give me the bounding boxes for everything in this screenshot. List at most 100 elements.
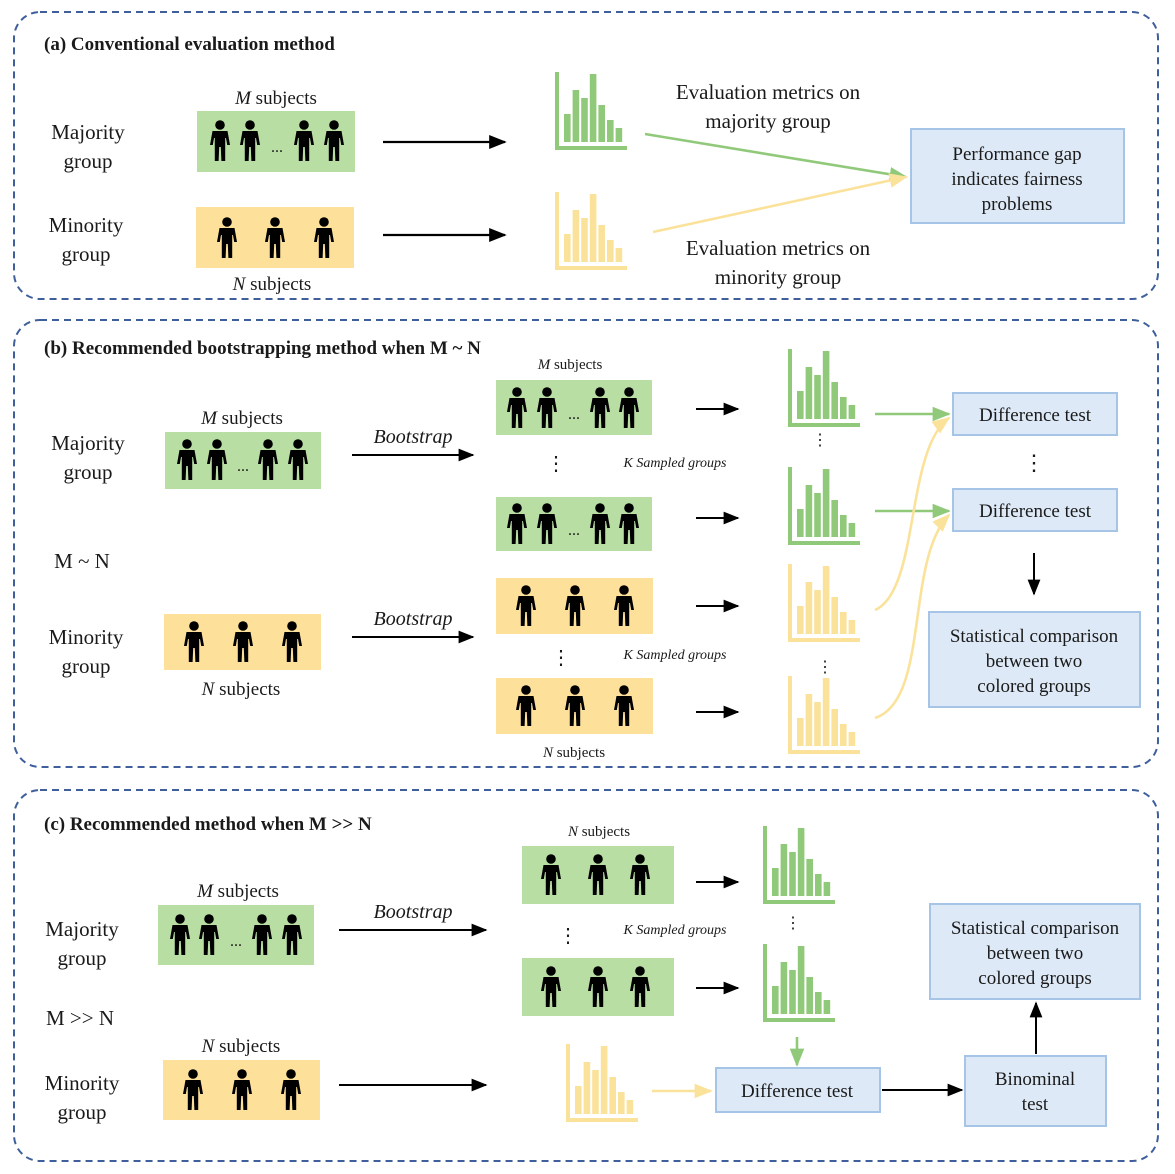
sample-metrics-chart-icon bbox=[788, 467, 860, 545]
person-icon bbox=[588, 854, 608, 895]
person-icon bbox=[507, 387, 527, 428]
person-icon bbox=[170, 914, 190, 955]
sample-metrics-chart-icon bbox=[788, 349, 860, 427]
panel-a-border bbox=[13, 11, 1159, 300]
difference-test-label: Difference test bbox=[979, 501, 1092, 522]
chart-bar bbox=[615, 248, 623, 262]
result-line2: indicates fairness bbox=[951, 169, 1082, 190]
panel-c-border bbox=[13, 789, 1159, 1162]
person-icon bbox=[233, 621, 253, 662]
bootstrap-label-minority: Bootstrap bbox=[374, 608, 453, 630]
person-icon bbox=[630, 966, 650, 1007]
person-icon bbox=[282, 914, 302, 955]
chart-bar bbox=[583, 1062, 591, 1114]
vertical-ellipsis: ⋮ bbox=[558, 925, 578, 947]
sampled-majority-subjects-2 bbox=[507, 503, 639, 544]
minority-metrics-line1: Evaluation metrics on bbox=[686, 236, 871, 260]
minority-subjects bbox=[217, 217, 334, 258]
result-line2: between two bbox=[986, 651, 1083, 672]
sample-metrics-chart-icon bbox=[763, 944, 835, 1022]
sampled-majority-subjects-1 bbox=[541, 854, 650, 895]
chart-axis bbox=[788, 564, 860, 642]
chart-bar bbox=[581, 98, 588, 142]
vertical-ellipsis: ⋮ bbox=[551, 647, 571, 669]
m-subjects-label: M subjects bbox=[196, 881, 279, 902]
chart-bar bbox=[814, 375, 821, 419]
chart-bar bbox=[589, 194, 597, 262]
person-icon bbox=[199, 914, 219, 955]
n-subjects-label: N subjects bbox=[201, 1036, 281, 1057]
chart-bar bbox=[789, 852, 796, 896]
person-icon bbox=[590, 503, 610, 544]
person-icon bbox=[516, 585, 536, 626]
chart-bar bbox=[831, 382, 838, 419]
chart-bar bbox=[564, 234, 571, 262]
chart-bar bbox=[581, 218, 588, 262]
majority-label-line2: group bbox=[58, 946, 107, 970]
chart-bar bbox=[607, 240, 614, 262]
result-line1: Statistical comparison bbox=[951, 918, 1120, 939]
chart-bar bbox=[805, 582, 813, 634]
chart-axis bbox=[763, 826, 835, 904]
binominal-test-box bbox=[964, 1055, 1107, 1127]
sample-metrics-chart-icon bbox=[763, 826, 835, 904]
person-icon bbox=[588, 966, 608, 1007]
chart-bar bbox=[823, 882, 831, 896]
panel-a-majority-label: Majority group bbox=[51, 120, 125, 173]
sampled-majority-subjects-2 bbox=[541, 966, 650, 1007]
vertical-ellipsis: ⋮ bbox=[546, 453, 566, 475]
chart-axis bbox=[788, 349, 860, 427]
panel-c-title: (c) Recommended method when M >> N bbox=[44, 814, 372, 835]
majority-label-line1: Majority bbox=[45, 917, 119, 941]
n-subjects-sample-label: N subjects bbox=[567, 824, 630, 840]
person-icon bbox=[565, 685, 585, 726]
minority-label-line2: group bbox=[58, 1100, 107, 1124]
chart-bar bbox=[814, 702, 821, 746]
result-line3: problems bbox=[982, 194, 1053, 215]
chart-axis bbox=[555, 72, 627, 150]
result-line1: Statistical comparison bbox=[950, 626, 1119, 647]
ellipsis: ... bbox=[568, 522, 580, 539]
person-icon bbox=[210, 120, 230, 161]
person-icon bbox=[630, 854, 650, 895]
chart-bar bbox=[822, 469, 830, 537]
n-subjects-label: N subjects bbox=[201, 679, 281, 700]
chart-bar bbox=[840, 612, 847, 634]
chart-axis bbox=[566, 1044, 638, 1122]
binominal-line1: Binominal bbox=[995, 1069, 1075, 1090]
chart-bar bbox=[848, 620, 856, 634]
chart-bar bbox=[840, 515, 847, 537]
minority-label-line2: group bbox=[62, 242, 111, 266]
sampled-minority-subjects-1 bbox=[516, 585, 634, 626]
panel-b-border bbox=[13, 319, 1159, 768]
chart-bar bbox=[823, 1000, 831, 1014]
vertical-ellipsis: ⋮ bbox=[817, 659, 833, 676]
ellipsis: ... bbox=[237, 458, 249, 475]
chart-bar bbox=[822, 566, 830, 634]
chart-bar bbox=[572, 90, 580, 142]
m-subjects-sample-label: M subjects bbox=[537, 357, 603, 373]
chart-bar bbox=[814, 493, 821, 537]
chart-bar bbox=[607, 120, 614, 142]
binominal-line2: test bbox=[1022, 1094, 1049, 1115]
chart-bar bbox=[780, 962, 788, 1014]
chart-bar bbox=[772, 986, 779, 1014]
result-line1: Performance gap bbox=[952, 144, 1081, 165]
chart-bar bbox=[615, 128, 623, 142]
chart-bar bbox=[831, 597, 838, 634]
minority-subjects bbox=[184, 621, 302, 662]
sample-metrics-chart-icon bbox=[788, 676, 860, 754]
minority-label-line2: group bbox=[62, 654, 111, 678]
chart-bar bbox=[815, 874, 822, 896]
chart-bar bbox=[848, 732, 856, 746]
majority-label-line1: Majority bbox=[51, 120, 125, 144]
chart-bar bbox=[797, 828, 805, 896]
person-icon bbox=[281, 1069, 301, 1110]
person-icon bbox=[217, 217, 237, 258]
vertical-ellipsis: ⋮ bbox=[785, 915, 801, 932]
ellipsis: ... bbox=[230, 933, 242, 950]
chart-bar bbox=[789, 970, 796, 1014]
minority-metrics-chart-icon bbox=[555, 192, 627, 270]
chart-axis bbox=[788, 676, 860, 754]
